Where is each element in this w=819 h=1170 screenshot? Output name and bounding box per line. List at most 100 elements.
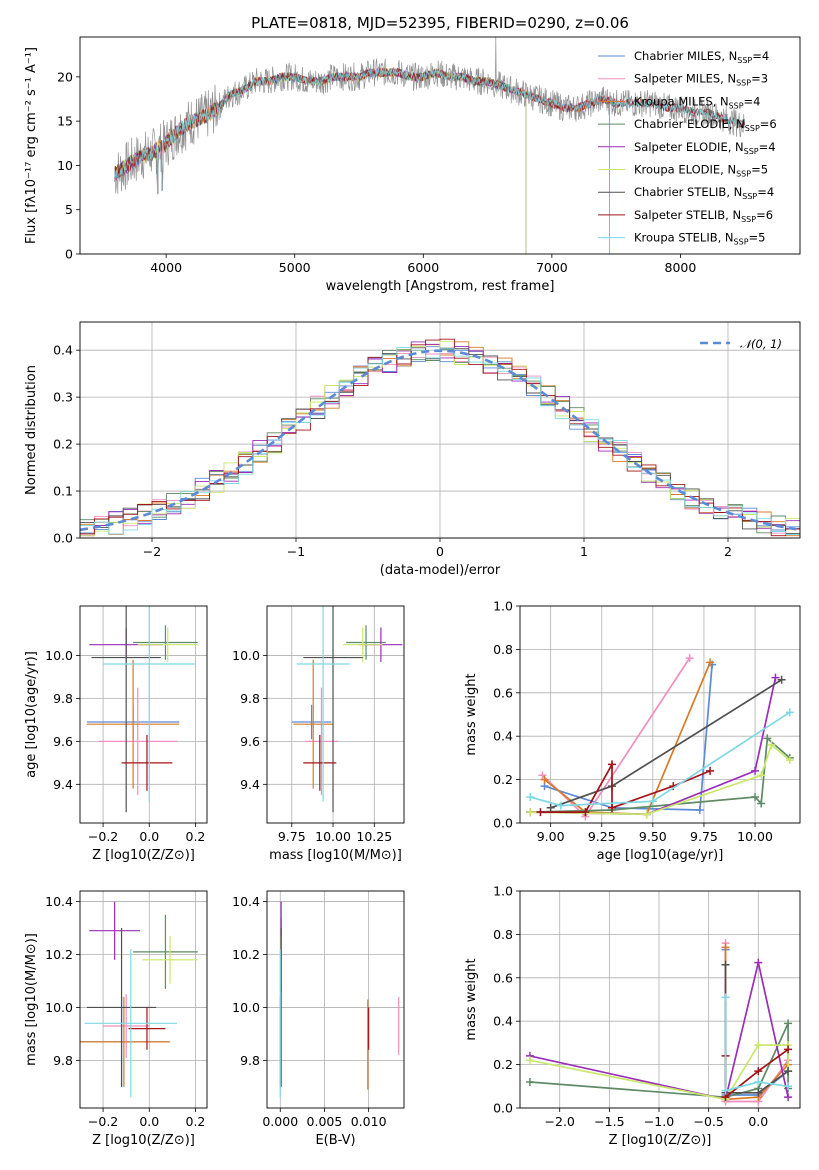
y-tick-label: 9.8 <box>240 691 260 706</box>
y-tick-label: 10.0 <box>232 648 260 663</box>
panel-mass-weight-vs-age: 9.00 9.25 9.50 9.75 10.00 0.0 0.2 0.4 0.6 0.8 1.0 a… <box>464 599 801 863</box>
weight-marker-salpeter-elodie <box>784 1093 793 1102</box>
y-axis-label: mass [log10(M/M⊙)] <box>24 933 39 1066</box>
legend-count: =6 <box>760 117 777 131</box>
panel-mass-vs-ebv: 0.000 0.005 0.010 9.8 10.0 10.2 10.4 E(B-V) <box>232 890 405 1148</box>
y-tick-label: 0.0 <box>53 531 73 546</box>
x-axis-label: Z [log10(Z/Z⊙)] <box>609 1133 712 1148</box>
panel-spectrum: 4000 5000 6000 7000 8000 0 5 10 15 20 wavelength [… <box>24 36 801 294</box>
weight-marker-chabrier-stelib <box>546 803 555 812</box>
y-axis-label: mass weight <box>464 958 479 1040</box>
legend-subscript: SSP <box>734 238 749 247</box>
axes-frame <box>266 605 405 824</box>
y-tick-label: 20 <box>57 69 73 84</box>
y-tick-label: 0.4 <box>493 729 513 744</box>
panel-mass-vs-Z: −0.2 0.0 0.2 9.8 10.0 10.2 10.4 Z [log10(Z/Z⊙)]… <box>24 890 208 1148</box>
weight-marker-salpeter-stelib <box>607 803 616 812</box>
y-tick-label: 9.8 <box>53 1053 73 1068</box>
axes-frame <box>519 890 801 1109</box>
legend-subscript: SSP <box>737 56 752 65</box>
y-tick-label: 10.4 <box>45 894 73 909</box>
weight-marker-chabrier-stelib <box>721 960 730 969</box>
x-tick-label: 9.75 <box>690 829 718 844</box>
x-tick-label: 0.010 <box>351 1114 387 1129</box>
x-tick-label: 0.0 <box>139 1114 159 1129</box>
y-tick-label: 0.4 <box>53 343 73 358</box>
legend-count: =6 <box>756 208 773 222</box>
x-tick-label: 0.005 <box>307 1114 343 1129</box>
weight-marker-kroupa-elodie <box>642 810 651 819</box>
y-tick-label: 9.4 <box>240 777 260 792</box>
x-tick-label: 9.00 <box>537 829 565 844</box>
x-axis-label: mass [log10(M/M⊙)] <box>269 848 402 863</box>
y-tick-label: 15 <box>57 114 73 129</box>
weight-marker-salpeter-miles <box>538 771 547 780</box>
x-tick-label: 0.0 <box>139 829 159 844</box>
spectrum-line-salpeter-elodie <box>114 68 527 254</box>
y-axis-label: Normed distribution <box>24 365 39 495</box>
spectrum-line-kroupa-miles <box>114 68 610 254</box>
x-tick-label: 0 <box>436 544 444 559</box>
legend-label: Salpeter STELIB, NSSP=6 <box>634 208 773 224</box>
spectrum-line-kroupa-elodie <box>114 66 527 254</box>
histogram-salpeter-stelib <box>80 338 800 537</box>
legend-count: =4 <box>744 94 761 108</box>
weight-marker-chabrier-elodie <box>525 1077 534 1086</box>
x-tick-label: 7000 <box>536 260 568 275</box>
weight-marker-salpeter-elodie <box>754 958 763 967</box>
legend-subscript: SSP <box>742 192 757 201</box>
weight-line-salpeter-elodie <box>529 962 789 1101</box>
weight-marker-kroupa-stelib <box>784 1082 793 1091</box>
weight-line-chabrier-miles <box>544 664 713 811</box>
weight-marker-chabrier-stelib <box>784 1067 793 1076</box>
weight-marker-salpeter-stelib <box>581 808 590 817</box>
weight-marker-salpeter-stelib <box>754 1067 763 1076</box>
x-tick-label: 9.50 <box>639 829 667 844</box>
y-tick-label: 5 <box>65 202 73 217</box>
spectrum-line-salpeter-miles <box>114 67 610 254</box>
panel-residual-histogram: −2 −1 0 1 2 0.0 0.1 0.2 0.3 0.4 (data-model)/error… <box>24 321 801 578</box>
y-tick-label: 10.0 <box>232 1000 260 1015</box>
weight-marker-kroupa-stelib <box>556 801 565 810</box>
x-tick-label: −0.5 <box>693 1114 723 1129</box>
figure-title: PLATE=0818, MJD=52395, FIBERID=0290, z=0… <box>251 14 629 32</box>
legend-count: =3 <box>751 72 768 86</box>
x-tick-label: 2 <box>724 544 732 559</box>
y-axis-label: mass weight <box>464 673 479 755</box>
axes-frame <box>79 890 208 1109</box>
legend-count: =4 <box>759 140 776 154</box>
plot-area-spectrum <box>114 37 746 254</box>
x-tick-label: 10.00 <box>315 829 351 844</box>
weight-marker-chabrier-elodie <box>763 734 772 743</box>
y-tick-label: 0.2 <box>493 1057 513 1072</box>
y-tick-label: 10.2 <box>45 947 73 962</box>
plot-area-residual-histogram <box>80 338 800 537</box>
x-axis-label: Z [log10(Z/Z⊙)] <box>92 1133 195 1148</box>
weight-marker-salpeter-stelib <box>536 808 545 817</box>
weight-marker-salpeter-miles <box>685 654 694 663</box>
x-tick-label: 8000 <box>665 260 697 275</box>
legend-label: Chabrier STELIB, NSSP=4 <box>634 185 774 201</box>
x-axis-label: E(B-V) <box>315 1133 355 1148</box>
weight-marker-kroupa-stelib <box>785 708 794 717</box>
weight-line-kroupa-stelib <box>529 711 791 807</box>
y-tick-label: 0.0 <box>493 816 513 831</box>
legend-label: Salpeter MILES, NSSP=3 <box>634 72 768 88</box>
weight-marker-kroupa-stelib <box>721 1086 730 1095</box>
gaussian-curve <box>80 349 800 532</box>
y-tick-label: 10.0 <box>45 1000 73 1015</box>
x-axis-label: age [log10(age/yr)] <box>597 848 724 863</box>
legend-subscript: SSP <box>736 170 751 179</box>
weight-marker-chabrier-elodie <box>751 792 760 801</box>
weight-marker-kroupa-miles <box>721 943 730 952</box>
y-tick-label: 0 <box>65 247 73 262</box>
legend-subscript: SSP <box>745 124 760 133</box>
plot-area-mass-weight-vs-age <box>526 654 794 821</box>
weight-marker-kroupa-stelib <box>526 792 535 801</box>
y-tick-label: 0.1 <box>53 484 73 499</box>
legend-count: =5 <box>749 231 766 245</box>
x-tick-label: 10.25 <box>356 829 392 844</box>
weight-marker-salpeter-elodie <box>751 766 760 775</box>
x-tick-label: −1.5 <box>594 1114 624 1129</box>
